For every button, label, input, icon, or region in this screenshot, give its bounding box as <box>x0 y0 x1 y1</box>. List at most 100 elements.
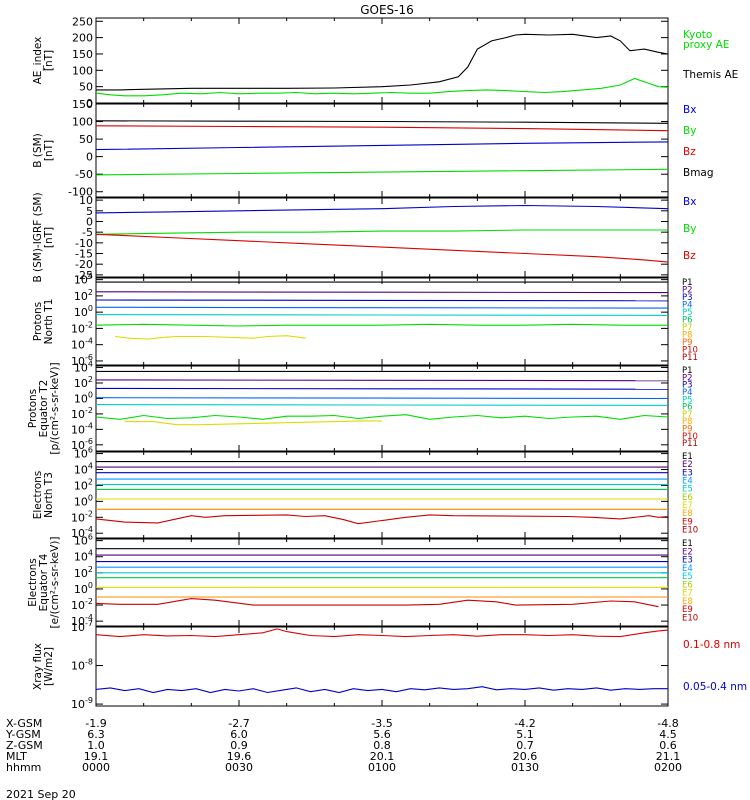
y-axis-label: Electrons <box>32 471 44 520</box>
series-line-bx <box>95 204 669 214</box>
y-tick-label: -20 <box>75 258 93 271</box>
legend-label: Bz <box>683 250 696 262</box>
legend-label: E9 <box>682 517 693 527</box>
ephem-value: 0100 <box>368 761 396 774</box>
ephem-value: 1.0 <box>87 739 105 752</box>
series-line-kyoto-proxy-ae <box>95 77 669 97</box>
y-axis-label: Electrons <box>27 558 39 607</box>
legend-label: E6 <box>682 493 693 503</box>
ephem-value: 6.0 <box>230 728 248 741</box>
ephem-value: 19.6 <box>227 750 252 763</box>
ephem-value: 0.9 <box>230 739 248 752</box>
ephem-value: 5.6 <box>373 728 391 741</box>
ephem-value: -4.8 <box>657 717 678 730</box>
y-tick-label: 104 <box>74 549 93 564</box>
legend-label: Bz <box>683 146 696 158</box>
panel-frame <box>95 451 669 539</box>
y-tick-label: 0 <box>86 97 93 110</box>
legend-label: proxy AE <box>683 39 729 51</box>
ephem-row-label: Y-GSM <box>5 728 41 741</box>
panel-frame <box>95 103 669 198</box>
legend-label: P7 <box>682 323 693 333</box>
legend-label: P2 <box>682 373 693 383</box>
y-axis-label: [p/(cm²-s-sr-keV)] <box>49 362 61 454</box>
legend-label: E4 <box>682 564 693 574</box>
legend-label: Bx <box>683 196 696 208</box>
ephem-row-label: MLT <box>6 750 27 763</box>
y-axis-label: [nT] <box>43 227 55 248</box>
legend-label: E3 <box>682 556 693 566</box>
y-tick-label: 10-9 <box>71 696 93 711</box>
date-label: 2021 Sep 20 <box>6 788 76 800</box>
legend-label: Bx <box>683 104 696 116</box>
y-tick-label: -50 <box>75 168 93 181</box>
series-line-themis-ae <box>96 33 669 91</box>
legend-label: 0.05-0.4 nm <box>683 681 747 693</box>
legend-label: By <box>683 223 696 235</box>
ephem-value: 21.1 <box>656 750 681 763</box>
y-tick-label: 0 <box>86 151 93 164</box>
y-axis-label: Protons <box>32 302 44 341</box>
series-line-p7 <box>115 335 306 340</box>
y-tick-label: 10-2 <box>71 597 93 612</box>
legend-label: 0.1-0.8 nm <box>683 639 740 651</box>
legend-label: E8 <box>682 597 693 607</box>
y-axis-label: [nT] <box>43 140 55 161</box>
y-axis-label: B (SM)-IGRF (SM) <box>32 192 44 282</box>
series-line-p6 <box>95 323 668 327</box>
y-tick-label: 104 <box>74 272 93 287</box>
legend-label: P6 <box>682 403 693 413</box>
plot-title: GOES-16 <box>360 3 414 17</box>
legend-label: E4 <box>682 476 693 486</box>
legend-label: E1 <box>682 452 693 462</box>
legend-label: P1 <box>682 278 693 288</box>
legend-label: E10 <box>682 613 698 623</box>
panel-frame <box>95 626 669 707</box>
ephem-value: 0000 <box>82 761 110 774</box>
y-tick-label: 50 <box>79 133 93 146</box>
series-line-by <box>95 229 668 235</box>
legend-label: E8 <box>682 509 693 519</box>
y-tick-label: 10-2 <box>71 320 93 335</box>
ephem-value: 0.8 <box>373 739 391 752</box>
y-axis-label: Protons <box>27 389 39 428</box>
series-line-p3 <box>95 387 669 390</box>
y-axis-label: [e/(cm²-s-sr-keV)] <box>49 537 61 629</box>
legend-label: P5 <box>682 308 693 318</box>
y-tick-label: 200 <box>72 32 93 45</box>
legend-label: P8 <box>682 417 693 427</box>
y-tick-label: 102 <box>74 477 93 492</box>
panel-2: -100 -50 0 50 100 150 B (SM) [nT] Bx By Bz Bmag <box>32 98 714 199</box>
legend-label: P10 <box>682 346 698 356</box>
y-tick-label: 106 <box>74 533 93 548</box>
y-tick-label: 150 <box>72 48 93 61</box>
legend-label: P5 <box>682 395 693 405</box>
legend-label: P11 <box>682 439 698 449</box>
series-line-p5 <box>95 404 669 406</box>
legend-label: E6 <box>682 580 693 590</box>
y-axis-label: Equator T2 <box>38 380 50 438</box>
ephemeris-table: X-GSM -1.9 -2.7 -3.5 -4.2 -4.8 Y-GSM 6.3 6.0 5.6 5… <box>5 717 682 774</box>
y-tick-label: 0 <box>86 215 93 228</box>
series-line-p2 <box>95 291 669 294</box>
series-line-bx <box>95 141 669 151</box>
legend-label: E9 <box>682 605 693 615</box>
y-tick-label: 10-8 <box>71 658 93 673</box>
y-axis-label: AE_index <box>32 37 44 85</box>
y-tick-label: 10-4 <box>71 337 93 352</box>
y-tick-label: 104 <box>74 360 93 375</box>
series-line-by <box>95 168 669 176</box>
legend-label: By <box>683 125 696 137</box>
y-tick-label: 102 <box>74 288 93 303</box>
series-line-p7 <box>124 420 382 426</box>
y-tick-label: 250 <box>72 15 93 28</box>
legend-label: P4 <box>682 301 693 311</box>
series-line-p2 <box>95 379 669 382</box>
panel-8: 10-9 10-8 10-7 Xray flux [W/m2] 0.1-0.8 nm 0.0… <box>32 619 747 711</box>
